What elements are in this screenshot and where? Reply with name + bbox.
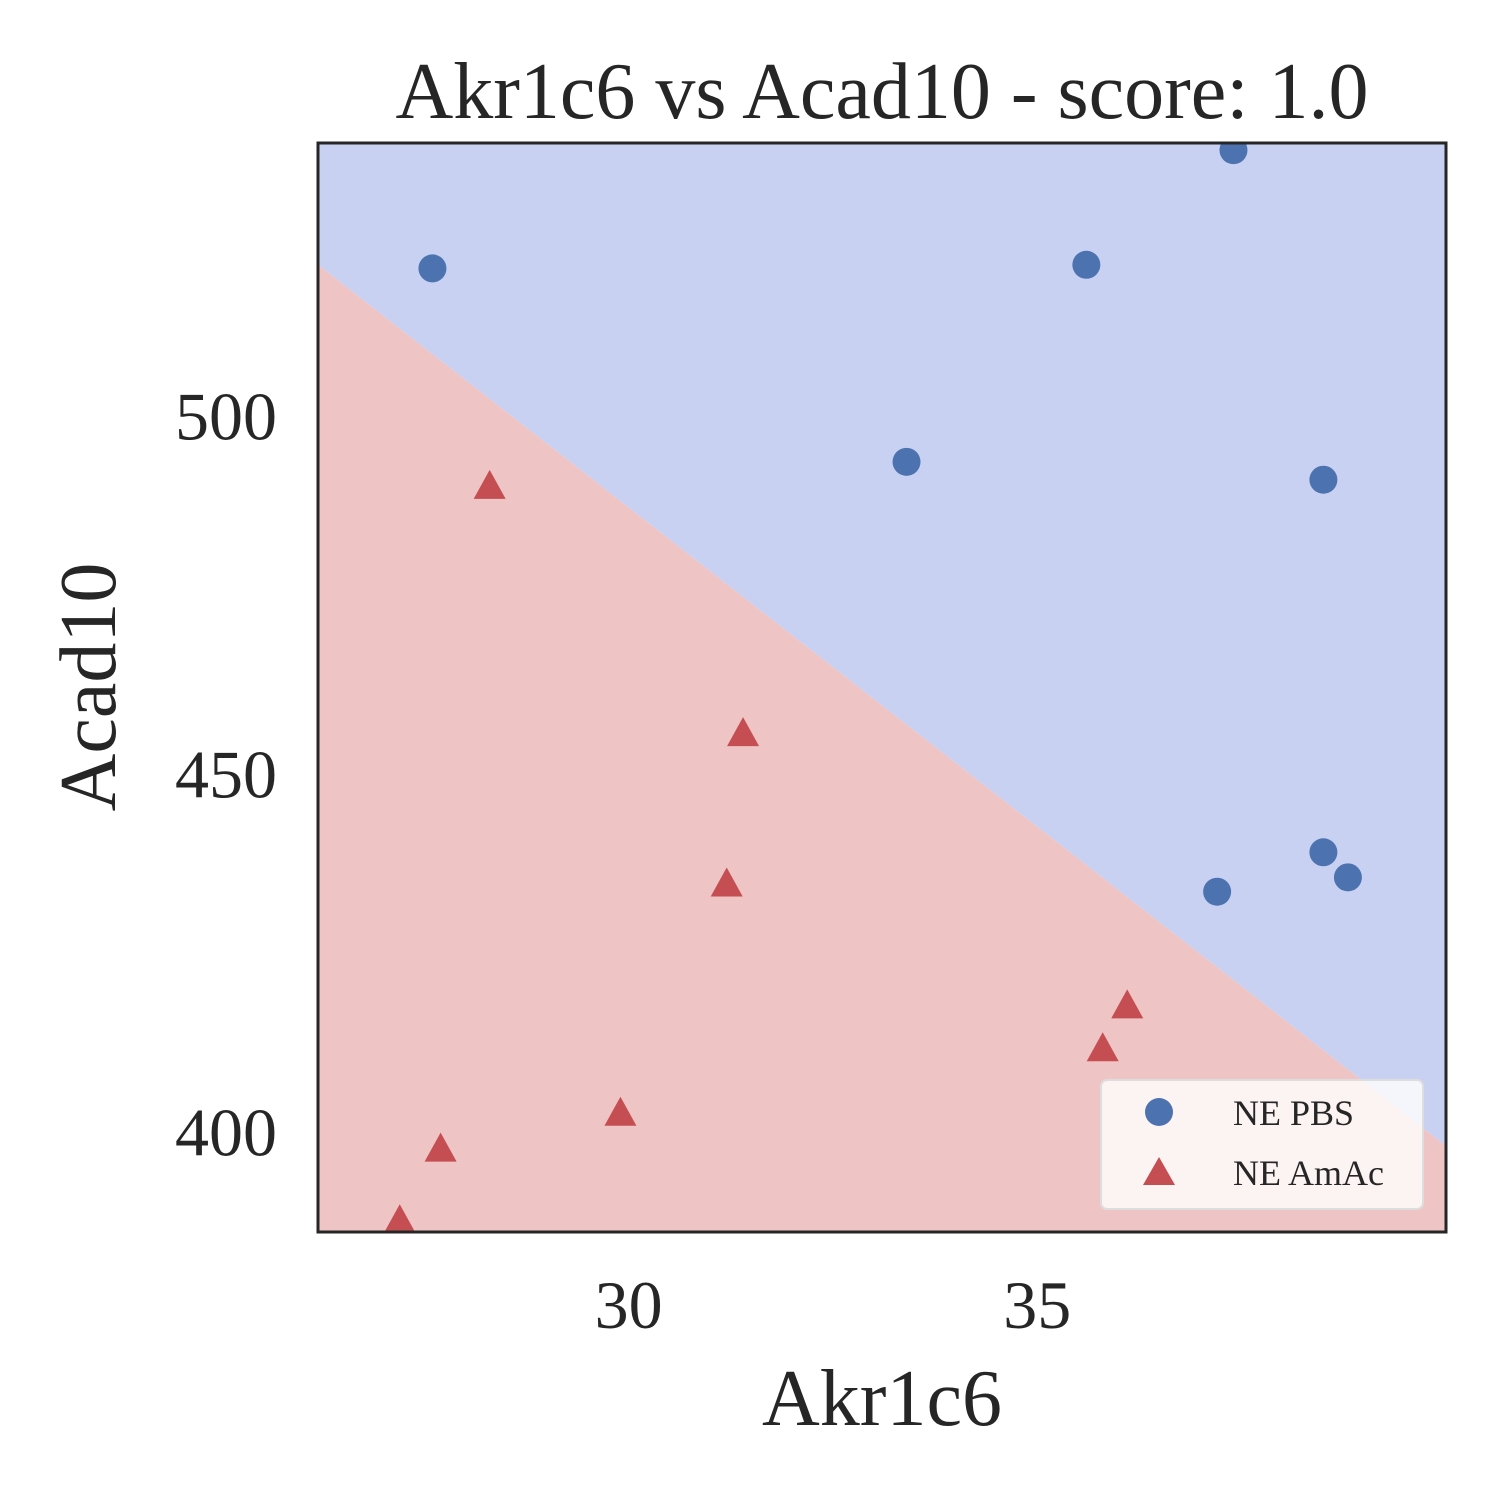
data-point-ne-pbs — [1219, 143, 1248, 165]
data-point-ne-pbs — [1309, 838, 1338, 867]
data-point-ne-pbs — [1203, 877, 1232, 906]
legend-label-ne-pbs: NE PBS — [1233, 1093, 1354, 1133]
data-point-ne-pbs — [892, 447, 921, 476]
data-point-ne-pbs — [418, 254, 447, 283]
data-point-ne-amac — [424, 1132, 457, 1162]
plot-area — [318, 143, 1446, 1232]
legend-marker-ne-pbs — [1145, 1098, 1173, 1126]
x-tick-label: 30 — [595, 1267, 663, 1343]
data-point-ne-pbs — [1309, 465, 1338, 494]
plot-frame — [316, 141, 1448, 1234]
legend-marker-ne-amac — [1143, 1157, 1175, 1185]
data-point-ne-pbs — [1072, 250, 1101, 279]
data-point-ne-amac — [473, 469, 506, 499]
data-point-ne-amac — [384, 1204, 416, 1232]
y-axis: 400 450 500 — [175, 378, 277, 1170]
chart-title: Akr1c6 vs Acad10 - score: 1.0 — [395, 48, 1368, 136]
legend: NE PBS NE AmAc — [1100, 1079, 1424, 1210]
x-tick-label: 35 — [1003, 1267, 1071, 1343]
data-point-ne-amac — [604, 1096, 637, 1126]
y-tick-label: 400 — [175, 1095, 277, 1171]
data-point-ne-amac — [727, 717, 760, 747]
y-tick-label: 450 — [175, 736, 277, 812]
data-point-ne-amac — [1111, 989, 1144, 1019]
y-tick-label: 500 — [175, 378, 277, 454]
decision-region-ne-pbs — [318, 143, 1446, 1147]
data-point-ne-amac — [710, 867, 743, 897]
legend-box — [1100, 1079, 1424, 1210]
legend-label-ne-amac: NE AmAc — [1233, 1153, 1384, 1193]
x-axis-label: Akr1c6 — [762, 1355, 1002, 1443]
x-axis: 30 35 — [595, 1267, 1072, 1343]
data-point-ne-amac — [1086, 1032, 1119, 1062]
decision-region-ne-amac — [318, 264, 1446, 1232]
y-axis-label: Acad10 — [45, 563, 133, 812]
data-point-ne-pbs — [1333, 863, 1362, 892]
